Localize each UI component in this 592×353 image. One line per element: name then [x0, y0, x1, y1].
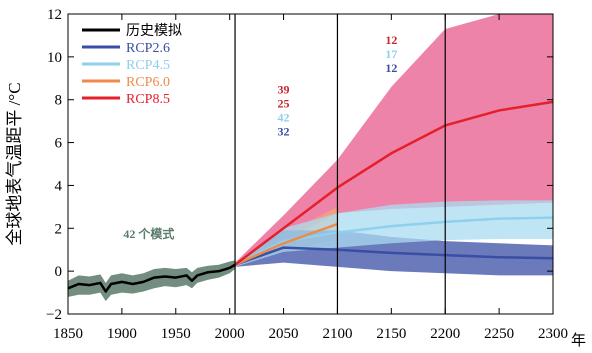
x-tick-label: 1850: [53, 326, 83, 342]
model-count-2050: 42: [278, 110, 290, 124]
historical-model-count: 42 个模式: [123, 226, 174, 241]
x-tick-label: 1950: [161, 326, 191, 342]
x-tick-label: 2200: [430, 326, 460, 342]
y-tick-label: 2: [55, 221, 63, 237]
y-tick-label: −2: [46, 307, 62, 323]
x-tick-label: 2150: [376, 326, 406, 342]
axis-ticks: 1850 1900 1950 2000 2050 2100 2150 2200 2250 2300…: [46, 7, 568, 342]
period-dividers: [234, 14, 446, 314]
band-historical: [68, 260, 236, 302]
x-tick-label: 1900: [107, 326, 137, 342]
legend: 历史模拟 RCP2.6 RCP4.5 RCP6.0 RCP8.5: [82, 23, 182, 107]
model-count-2150: 12: [385, 61, 397, 75]
band-rcp4-5: [235, 200, 554, 267]
y-axis-label: 全球地表气温距平 /°C: [5, 82, 24, 245]
line-rcp8-5: [234, 100, 554, 266]
legend-label-rcp8-5: RCP8.5: [126, 92, 170, 107]
y-tick-label: 6: [55, 136, 63, 152]
y-tick-label: 12: [47, 7, 62, 23]
x-axis-unit-label: 年: [571, 332, 586, 349]
series-lines: [67, 100, 554, 293]
x-tick-label: 2050: [269, 326, 299, 342]
x-tick-label: 2100: [322, 326, 352, 342]
model-count-2050: 25: [278, 96, 290, 110]
legend-label-rcp2-6: RCP2.6: [126, 41, 170, 56]
y-tick-label: 4: [55, 178, 63, 194]
x-tick-label: 2300: [538, 326, 568, 342]
model-count-2150: 12: [385, 33, 397, 47]
line-historical: [67, 263, 236, 293]
line-rcp2-6: [234, 246, 554, 266]
y-tick-label: 10: [47, 50, 62, 66]
legend-label-historical: 历史模拟: [126, 23, 182, 39]
line-rcp4-5: [234, 216, 554, 266]
line-rcp6-0: [234, 222, 338, 266]
y-tick-label: 0: [55, 264, 63, 280]
y-tick-label: 8: [55, 93, 63, 109]
plot-frame: [67, 13, 554, 315]
x-tick-label: 2250: [484, 326, 514, 342]
legend-label-rcp6-0: RCP6.0: [126, 75, 170, 90]
model-count-2150: 17: [385, 47, 397, 61]
legend-label-rcp4-5: RCP4.5: [126, 58, 170, 73]
model-count-2050: 32: [278, 124, 290, 138]
x-tick-label: 2000: [215, 326, 245, 342]
model-count-2050: 39: [278, 82, 290, 96]
